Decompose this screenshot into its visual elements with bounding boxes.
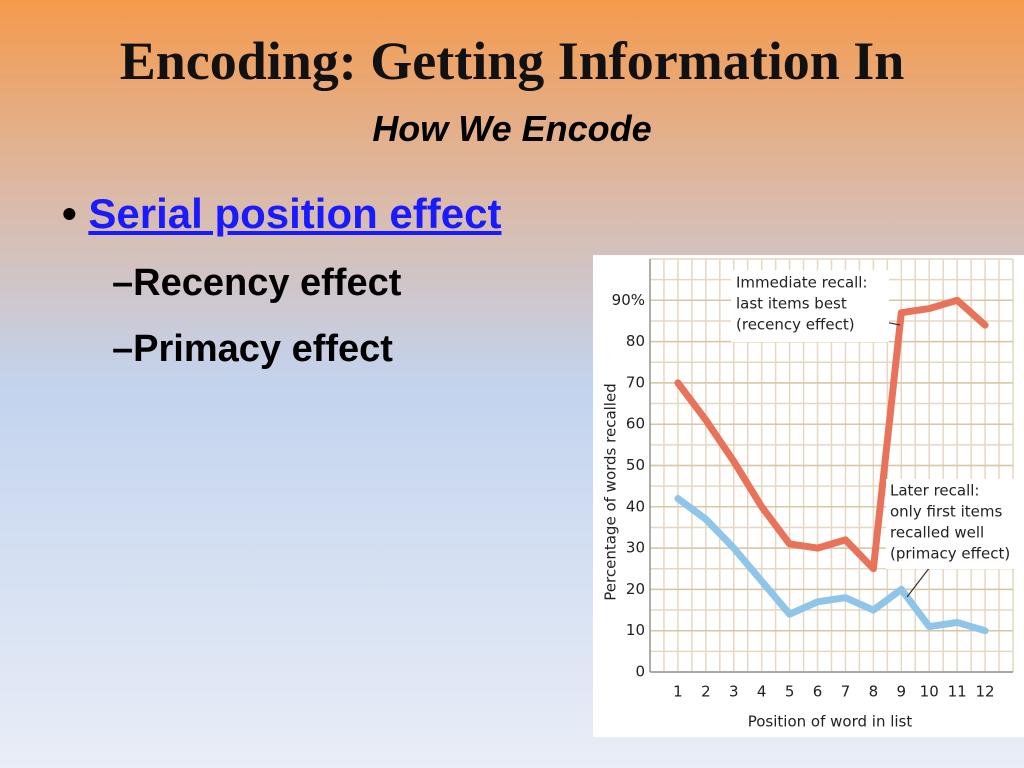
annotation-text: last items best <box>736 295 847 313</box>
annotation-text: only first items <box>890 503 1002 521</box>
x-tick-label: 6 <box>813 683 823 701</box>
y-tick-label: 20 <box>626 580 645 598</box>
y-tick-label: 90% <box>612 291 645 309</box>
annotation-box <box>886 479 1022 569</box>
y-tick-label: 40 <box>626 497 645 515</box>
x-tick-label: 3 <box>729 683 739 701</box>
sub-bullet: –Primacy effect <box>112 328 393 370</box>
x-tick-label: 5 <box>785 683 795 701</box>
annotation-text: Immediate recall: <box>736 274 868 292</box>
sub-bullet: –Recency effect <box>112 262 402 304</box>
x-tick-label: 11 <box>948 683 967 701</box>
x-tick-label: 7 <box>841 683 851 701</box>
x-axis-label: Position of word in list <box>748 713 913 731</box>
x-tick-label: 2 <box>701 683 711 701</box>
x-tick-label: 8 <box>869 683 879 701</box>
y-tick-label: 50 <box>626 456 645 474</box>
annotation-text: recalled well <box>890 524 984 542</box>
y-tick-label: 60 <box>626 415 645 433</box>
leader-line <box>906 566 931 598</box>
y-tick-label: 70 <box>626 373 645 391</box>
x-tick-label: 12 <box>976 683 995 701</box>
y-tick-label: 10 <box>626 621 645 639</box>
y-axis-label: Percentage of words recalled <box>602 383 620 600</box>
y-tick-label: 30 <box>626 539 645 557</box>
sub-bullet-text: Recency effect <box>133 262 402 304</box>
y-tick-label: 80 <box>626 332 645 350</box>
x-tick-label: 10 <box>920 683 939 701</box>
x-tick-label: 9 <box>897 683 907 701</box>
y-tick-label: 0 <box>635 663 645 681</box>
bullet-link[interactable]: Serial position effect <box>88 190 502 237</box>
annotation-text: (primacy effect) <box>890 545 1010 563</box>
bullet: • Serial position effect <box>62 190 502 237</box>
title: Encoding: Getting Information In <box>119 31 905 91</box>
annotation-box <box>731 270 889 342</box>
subtitle: How We Encode <box>372 108 652 149</box>
sub-bullet-text: Primacy effect <box>133 328 393 370</box>
annotation-text: Later recall: <box>890 482 980 500</box>
x-tick-label: 1 <box>673 683 683 701</box>
x-tick-label: 4 <box>757 683 767 701</box>
annotation-text: (recency effect) <box>736 316 855 334</box>
series-line <box>674 296 989 573</box>
series-line <box>674 495 989 635</box>
